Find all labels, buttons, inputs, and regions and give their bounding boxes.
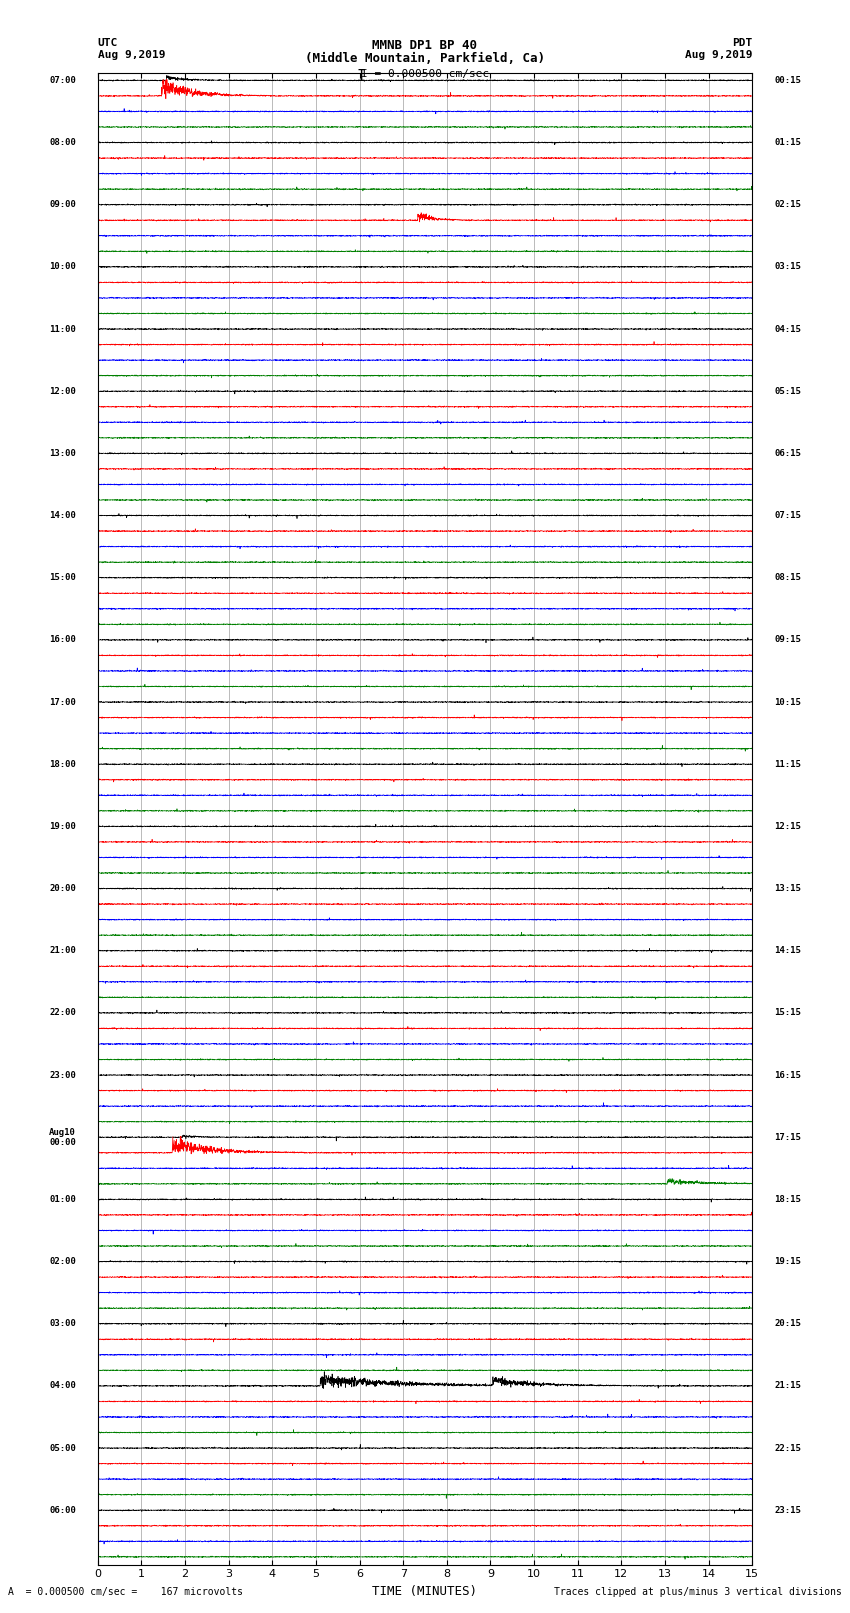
- Text: 14:15: 14:15: [774, 947, 801, 955]
- Text: 04:00: 04:00: [49, 1381, 76, 1390]
- Text: 19:15: 19:15: [774, 1257, 801, 1266]
- Text: (Middle Mountain, Parkfield, Ca): (Middle Mountain, Parkfield, Ca): [305, 52, 545, 65]
- Text: 01:00: 01:00: [49, 1195, 76, 1203]
- Text: 13:00: 13:00: [49, 448, 76, 458]
- Text: MMNB DP1 BP 40: MMNB DP1 BP 40: [372, 39, 478, 52]
- Text: 03:00: 03:00: [49, 1319, 76, 1327]
- Text: UTC: UTC: [98, 39, 118, 48]
- Text: 20:15: 20:15: [774, 1319, 801, 1327]
- Text: 12:15: 12:15: [774, 823, 801, 831]
- Text: 10:00: 10:00: [49, 263, 76, 271]
- Text: 08:00: 08:00: [49, 139, 76, 147]
- Text: 13:15: 13:15: [774, 884, 801, 894]
- Text: Traces clipped at plus/minus 3 vertical divisions: Traces clipped at plus/minus 3 vertical …: [553, 1587, 842, 1597]
- Text: 07:15: 07:15: [774, 511, 801, 519]
- Text: 08:15: 08:15: [774, 573, 801, 582]
- Text: 09:00: 09:00: [49, 200, 76, 210]
- Text: 22:15: 22:15: [774, 1444, 801, 1453]
- Text: I: I: [357, 69, 366, 84]
- Text: 16:00: 16:00: [49, 636, 76, 644]
- Text: 21:15: 21:15: [774, 1381, 801, 1390]
- Text: 06:00: 06:00: [49, 1505, 76, 1515]
- Text: Aug10
00:00: Aug10 00:00: [49, 1127, 76, 1147]
- Text: 04:15: 04:15: [774, 324, 801, 334]
- Text: 02:15: 02:15: [774, 200, 801, 210]
- Text: 05:00: 05:00: [49, 1444, 76, 1453]
- Text: 21:00: 21:00: [49, 947, 76, 955]
- Text: 14:00: 14:00: [49, 511, 76, 519]
- Text: 22:00: 22:00: [49, 1008, 76, 1018]
- Text: 23:00: 23:00: [49, 1071, 76, 1079]
- Text: 18:15: 18:15: [774, 1195, 801, 1203]
- Text: 11:15: 11:15: [774, 760, 801, 769]
- Text: 17:00: 17:00: [49, 697, 76, 706]
- Text: 02:00: 02:00: [49, 1257, 76, 1266]
- Text: 00:15: 00:15: [774, 76, 801, 85]
- Text: I = 0.000500 cm/sec: I = 0.000500 cm/sec: [361, 69, 489, 79]
- Text: 18:00: 18:00: [49, 760, 76, 769]
- Text: 07:00: 07:00: [49, 76, 76, 85]
- Text: PDT: PDT: [732, 39, 752, 48]
- X-axis label: TIME (MINUTES): TIME (MINUTES): [372, 1586, 478, 1598]
- Text: 06:15: 06:15: [774, 448, 801, 458]
- Text: 03:15: 03:15: [774, 263, 801, 271]
- Text: 05:15: 05:15: [774, 387, 801, 395]
- Text: 11:00: 11:00: [49, 324, 76, 334]
- Text: 09:15: 09:15: [774, 636, 801, 644]
- Text: 15:15: 15:15: [774, 1008, 801, 1018]
- Text: 17:15: 17:15: [774, 1132, 801, 1142]
- Text: 15:00: 15:00: [49, 573, 76, 582]
- Text: A  = 0.000500 cm/sec =    167 microvolts: A = 0.000500 cm/sec = 167 microvolts: [8, 1587, 243, 1597]
- Text: 01:15: 01:15: [774, 139, 801, 147]
- Text: Aug 9,2019: Aug 9,2019: [685, 50, 752, 60]
- Text: 16:15: 16:15: [774, 1071, 801, 1079]
- Text: 20:00: 20:00: [49, 884, 76, 894]
- Text: 19:00: 19:00: [49, 823, 76, 831]
- Text: 10:15: 10:15: [774, 697, 801, 706]
- Text: Aug 9,2019: Aug 9,2019: [98, 50, 165, 60]
- Text: 12:00: 12:00: [49, 387, 76, 395]
- Text: 23:15: 23:15: [774, 1505, 801, 1515]
